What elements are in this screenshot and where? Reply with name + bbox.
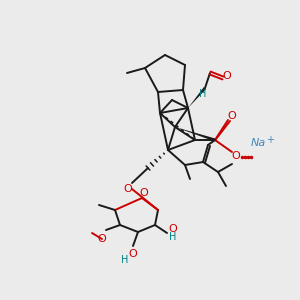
Text: O: O [124,184,132,194]
Text: O: O [98,234,106,244]
Text: H: H [121,255,129,265]
Text: O: O [223,71,231,81]
Text: Na: Na [250,138,266,148]
Text: H: H [199,89,207,99]
Text: O: O [232,151,240,161]
Text: O: O [228,111,236,121]
Polygon shape [188,87,206,108]
Text: H: H [169,232,177,242]
Text: O: O [129,249,137,259]
Polygon shape [175,127,215,141]
Text: O: O [169,224,177,234]
Text: O: O [140,188,148,198]
Text: +: + [266,135,274,145]
